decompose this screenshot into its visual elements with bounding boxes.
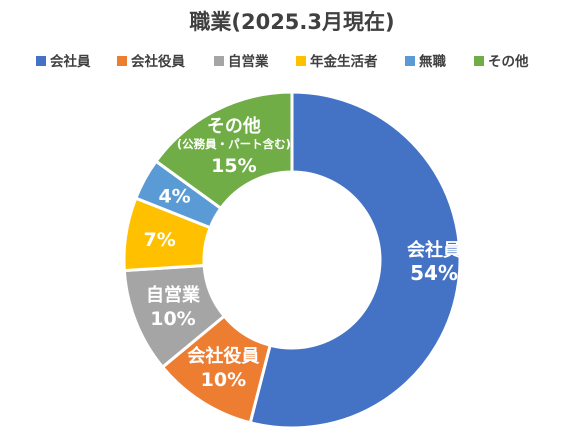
legend-label: 会社員 (50, 53, 91, 70)
slice-6 (153, 90, 294, 211)
legend-item-6: その他 (474, 53, 529, 70)
slice-value: 54% (410, 261, 458, 285)
slice-value: 10% (201, 369, 246, 391)
legend-label: 無職 (419, 53, 446, 70)
legend-swatch (214, 56, 224, 66)
legend-item-3: 自営業 (214, 53, 269, 70)
legend-item-4: 年金生活者 (296, 53, 378, 70)
legend-item-2: 会社役員 (117, 53, 185, 70)
legend-label: 会社役員 (131, 53, 185, 70)
legend-label: 自営業 (228, 53, 269, 70)
slice-1 (248, 90, 462, 430)
slice-label-6: その他(公務員・パート含む) 15% (177, 115, 291, 177)
legend-label: その他 (488, 53, 529, 70)
legend-swatch (296, 56, 306, 66)
slice-value: 4% (158, 185, 190, 207)
slice-category: 会社員 (407, 239, 461, 261)
legend: 会社員 会社役員 自営業 年金生活者 無職 その他 (36, 53, 529, 70)
legend-label: 年金生活者 (310, 53, 378, 70)
legend-item-5: 無職 (405, 53, 446, 70)
slice-annotation: (公務員・パート含む) (177, 137, 291, 151)
slices (122, 90, 462, 430)
legend-item-1: 会社員 (36, 53, 91, 70)
chart-title: 職業(2025.3月現在) (189, 10, 394, 34)
legend-swatch (405, 56, 415, 66)
slice-value: 10% (150, 308, 195, 330)
slice-value: 15% (211, 155, 256, 177)
legend-swatch (117, 56, 127, 66)
slice-label-5: 4% (158, 185, 190, 207)
slice-category: 会社役員 (187, 345, 259, 367)
slice-value: 7% (144, 229, 176, 251)
legend-swatch (474, 56, 484, 66)
slice-category: その他 (207, 115, 261, 137)
slice-label-4: 7% (144, 229, 176, 251)
legend-swatch (36, 56, 46, 66)
slice-category: 自営業 (146, 284, 201, 306)
